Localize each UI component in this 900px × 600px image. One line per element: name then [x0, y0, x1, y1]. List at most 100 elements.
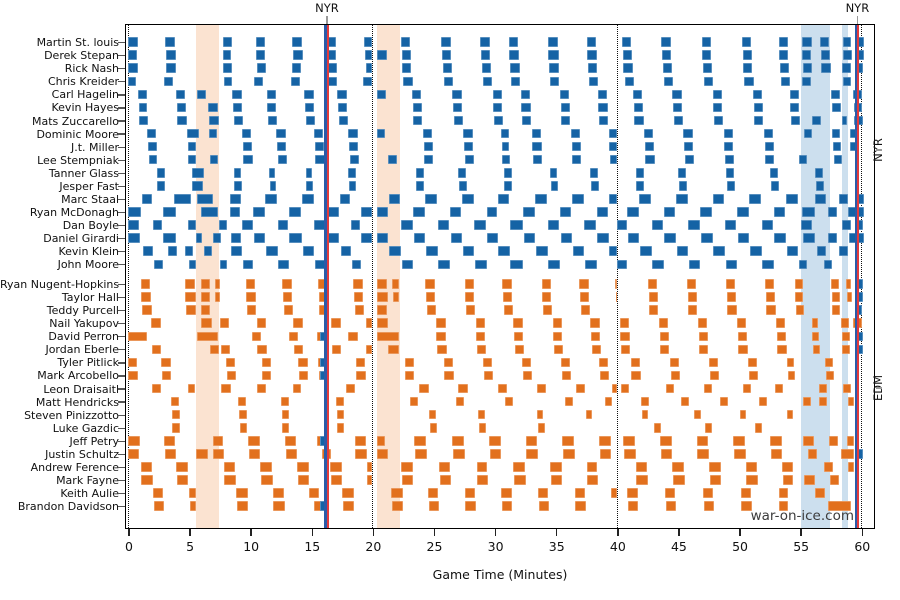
- shift-bar: [561, 370, 571, 381]
- shift-bar: [487, 233, 498, 243]
- shift-bar: [413, 115, 423, 126]
- shift-bar: [704, 383, 713, 394]
- shift-bar: [222, 37, 232, 47]
- player-label: John Moore: [57, 258, 119, 272]
- shift-bar: [153, 259, 163, 270]
- shift-bar: [327, 76, 337, 87]
- shift-bar: [803, 436, 814, 446]
- shift-bar: [475, 318, 485, 328]
- shift-bar: [504, 396, 513, 407]
- shift-bar: [489, 449, 502, 459]
- shift-bar: [623, 436, 636, 446]
- shift-bar: [658, 318, 669, 328]
- shift-bar: [838, 194, 848, 204]
- shift-bar: [302, 194, 314, 204]
- player-label: Taylor Hall: [61, 291, 119, 305]
- shift-bar: [761, 220, 774, 230]
- shift-bar: [459, 181, 467, 191]
- shift-bar: [192, 168, 204, 178]
- shift-bar: [242, 141, 252, 152]
- player-label: Keith Aulie: [60, 487, 119, 501]
- shift-bar: [337, 423, 345, 433]
- goal-line-red: [326, 24, 329, 528]
- shift-bar: [634, 115, 644, 126]
- shift-bar: [709, 370, 719, 381]
- player-axis-tick: [118, 198, 125, 201]
- shift-bar: [521, 102, 531, 113]
- shift-bar: [648, 292, 658, 302]
- shift-bar: [790, 102, 800, 113]
- shift-bar: [365, 63, 373, 73]
- shift-bar: [754, 115, 764, 126]
- shift-bar: [427, 488, 439, 498]
- shift-bar: [765, 154, 775, 165]
- shift-bar: [550, 475, 563, 485]
- shift-bar: [713, 246, 725, 256]
- shift-bar: [795, 305, 804, 315]
- shift-bar: [709, 462, 721, 472]
- shift-bar: [140, 279, 151, 289]
- shift-bar: [393, 292, 400, 302]
- shift-bar: [376, 50, 387, 60]
- shift-bar: [376, 292, 388, 302]
- shift-bar: [514, 331, 524, 342]
- shift-bar: [766, 305, 776, 315]
- shift-bar: [349, 181, 357, 191]
- shift-bar: [713, 115, 724, 126]
- shift-bar: [599, 370, 609, 381]
- shift-bar: [770, 436, 782, 446]
- shift-bar: [726, 181, 735, 191]
- shift-bar: [850, 141, 857, 152]
- shift-bar: [647, 279, 658, 289]
- shift-bar: [819, 396, 827, 407]
- shift-bar: [152, 488, 164, 498]
- shift-bar: [541, 279, 551, 289]
- shift-bar: [537, 488, 549, 498]
- shift-bar: [222, 50, 232, 60]
- shift-bar: [831, 279, 840, 289]
- player-axis-tick: [118, 283, 125, 286]
- shift-bar: [330, 462, 342, 472]
- shift-bar: [443, 357, 453, 368]
- shift-bar: [481, 50, 491, 60]
- shift-bar: [128, 220, 139, 230]
- shift-bar: [550, 462, 562, 472]
- shift-bar: [156, 168, 165, 178]
- shift-bar: [501, 501, 513, 511]
- shift-bar: [412, 102, 422, 113]
- goal-against-mark: [320, 331, 328, 342]
- player-axis-tick: [118, 224, 125, 227]
- shift-bar: [699, 344, 709, 355]
- shift-bar: [802, 63, 813, 73]
- shift-bar: [338, 115, 348, 126]
- shift-bar: [660, 436, 672, 446]
- shift-bar: [726, 292, 736, 302]
- shift-bar: [659, 331, 669, 342]
- shift-bar: [833, 141, 841, 152]
- shift-bar: [391, 488, 403, 498]
- shift-bar: [832, 305, 841, 315]
- shift-bar: [245, 279, 255, 289]
- shift-bar: [482, 76, 493, 87]
- shift-bar: [808, 449, 818, 459]
- shift-bar: [480, 37, 490, 47]
- shift-bar: [141, 194, 153, 204]
- shift-bar: [164, 449, 177, 459]
- shift-bar: [765, 292, 775, 302]
- shift-bar: [526, 449, 538, 459]
- shift-bar: [849, 128, 857, 139]
- x-axis-tick: [372, 528, 375, 536]
- shift-bar: [591, 344, 601, 355]
- player-axis-tick: [118, 94, 125, 96]
- shift-bar: [855, 63, 863, 73]
- shift-bar: [142, 246, 153, 256]
- shift-bar: [474, 220, 486, 230]
- shift-bar: [608, 128, 617, 139]
- shift-bar: [599, 449, 612, 459]
- player-label: Steven Pinizzotto: [24, 408, 119, 422]
- goal-line-red: [856, 24, 859, 528]
- shift-bar: [599, 357, 609, 368]
- x-axis-tick: [250, 528, 252, 536]
- shift-bar: [436, 318, 446, 328]
- shift-bar: [709, 475, 722, 485]
